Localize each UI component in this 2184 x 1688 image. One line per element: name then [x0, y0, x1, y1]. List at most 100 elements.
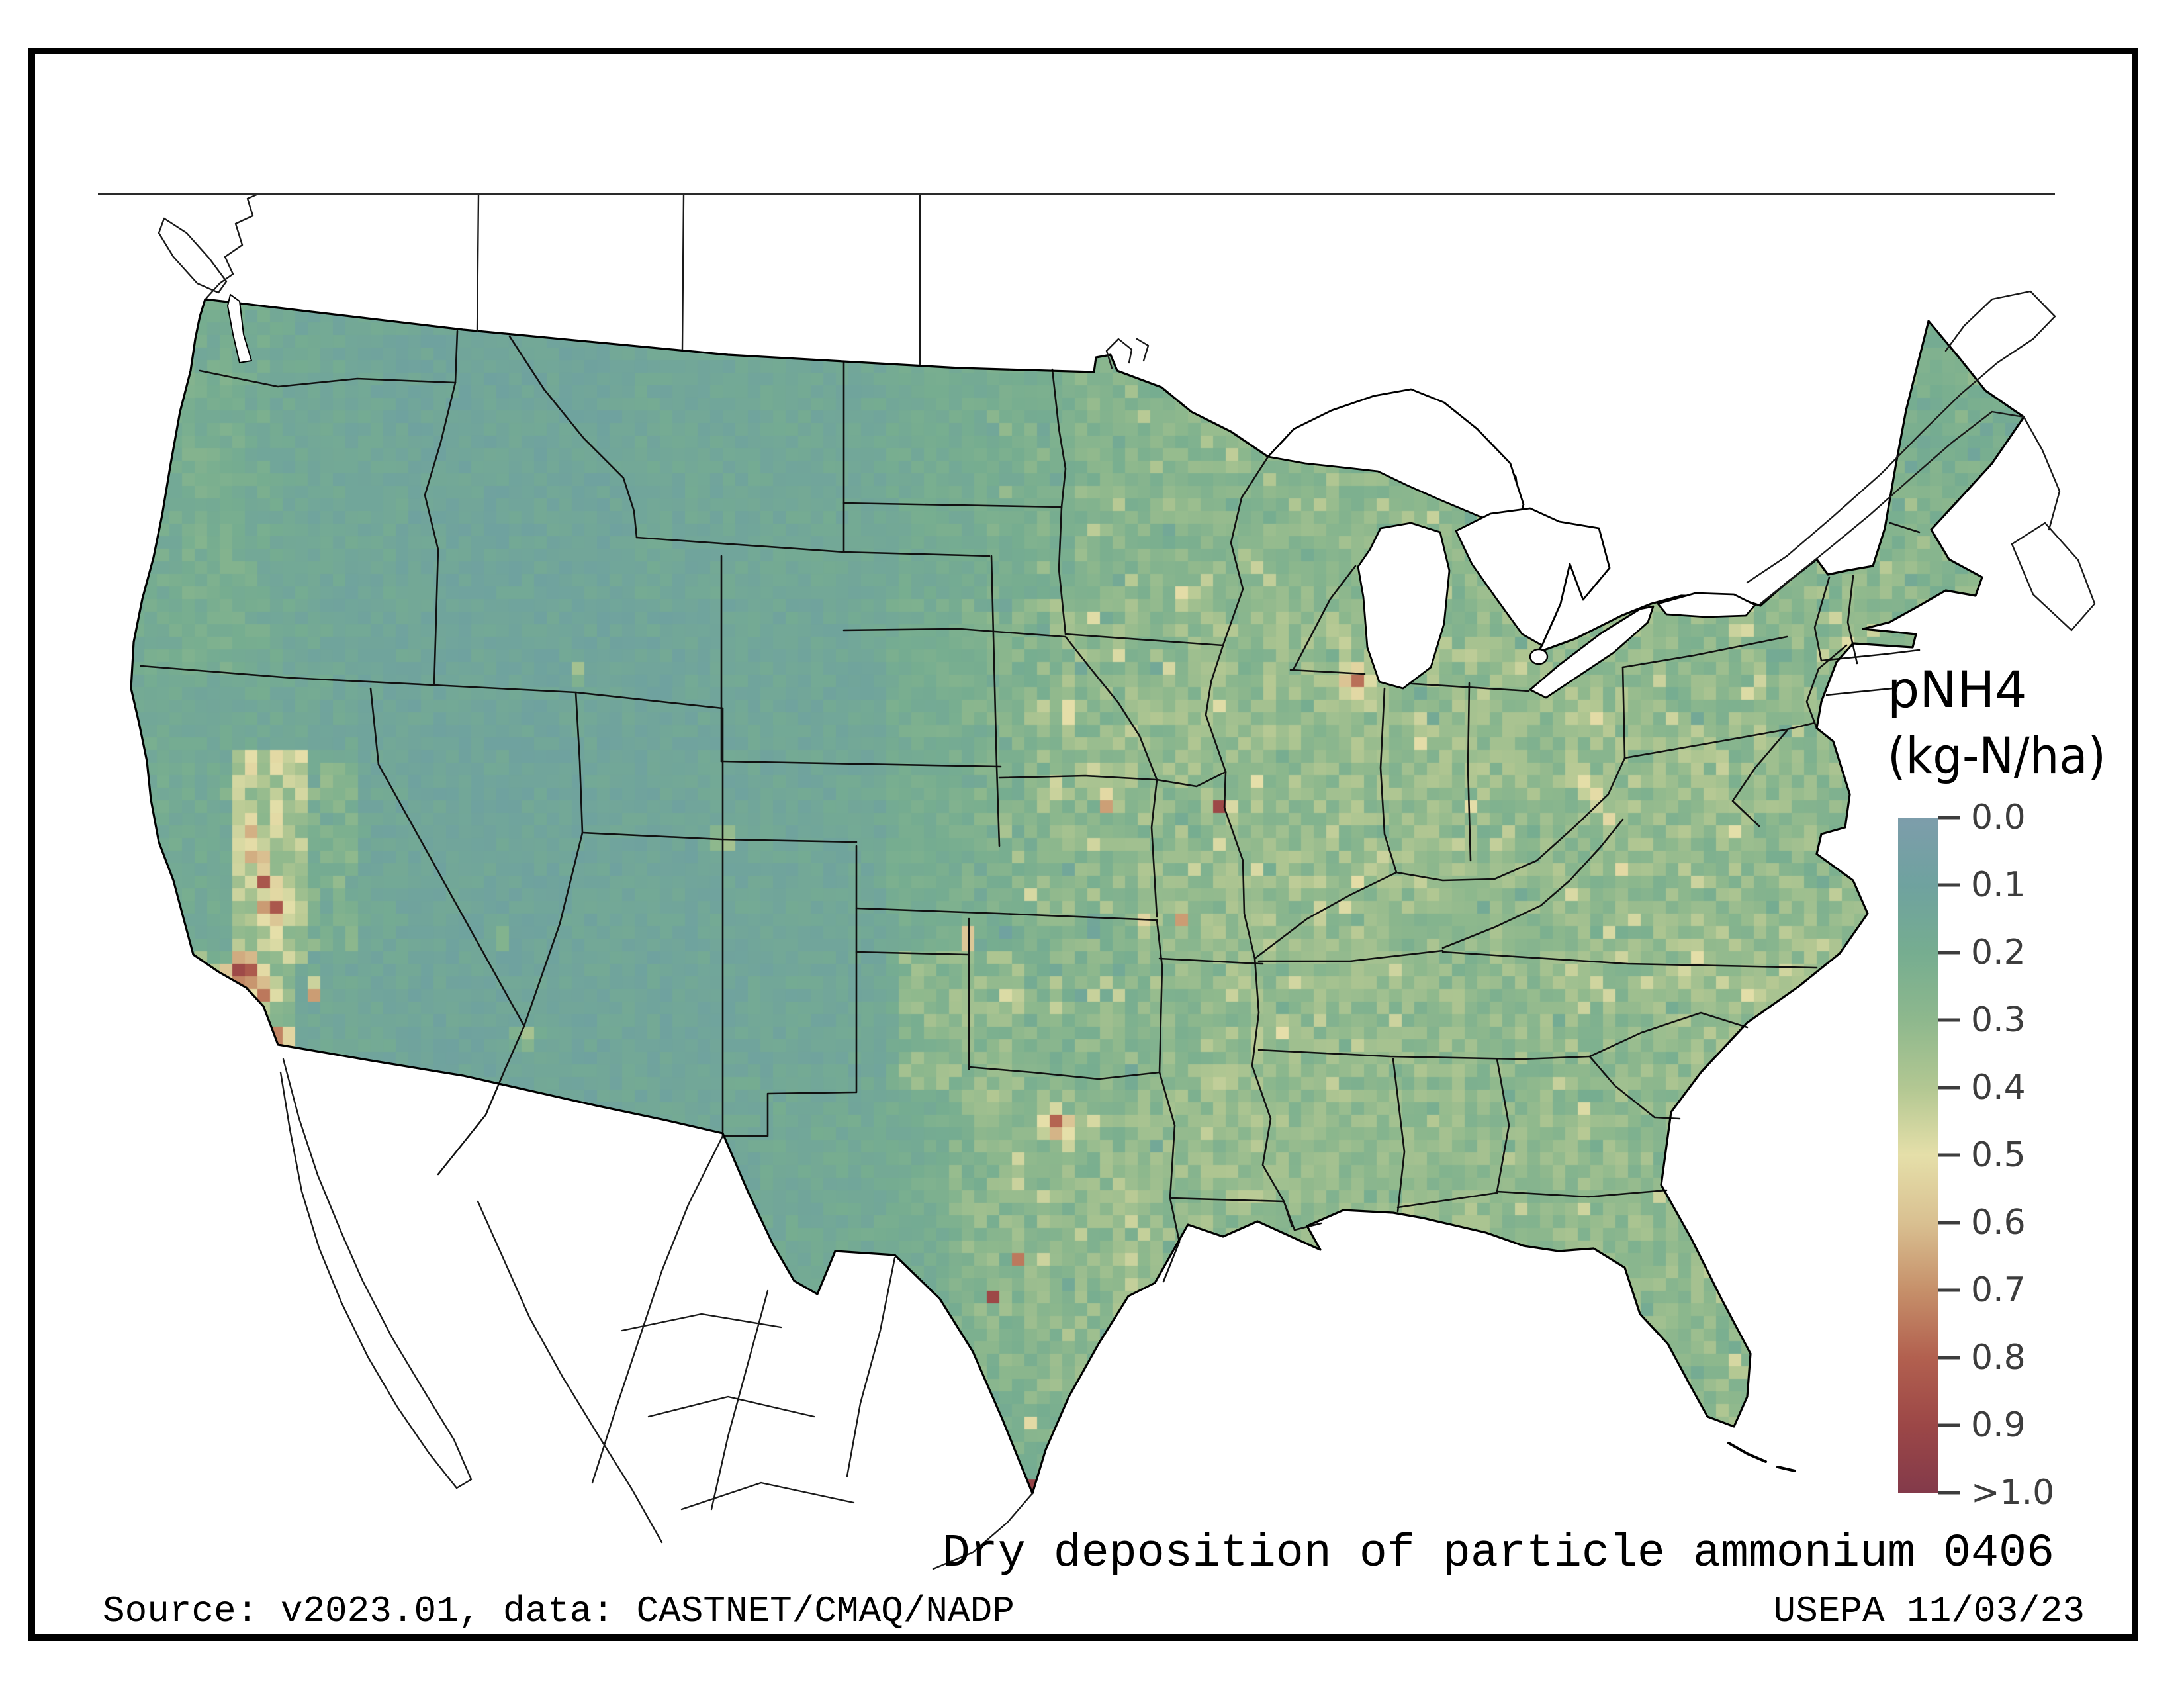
legend-tick-label: 0.1	[1971, 865, 2026, 905]
legend-tick-label: 0.0	[1971, 798, 2026, 837]
legend-tick-label: 0.4	[1971, 1068, 2026, 1107]
state-border-line	[1150, 778, 1158, 918]
state-border-line	[1156, 919, 1163, 1074]
legend-tick-label: >1.0	[1971, 1473, 2054, 1513]
state-border-line	[377, 763, 525, 1027]
mexico-boundary-line	[710, 1289, 769, 1511]
state-border-line	[1158, 1071, 1176, 1199]
legend-colorbar	[1898, 818, 1938, 1493]
us-outline	[130, 298, 2025, 1495]
state-border-line	[581, 831, 858, 843]
state-border-line	[424, 381, 457, 686]
state-border-line	[842, 628, 1067, 638]
mexico-boundary-line	[477, 1200, 663, 1544]
florida-keys	[1727, 1442, 1796, 1472]
mexico-boundary-line	[591, 1135, 724, 1484]
great-lakes	[1267, 388, 1756, 699]
state-border-line	[1813, 576, 1831, 662]
state-border-line	[1379, 687, 1398, 874]
canada-boundary-line	[2011, 522, 2096, 632]
state-border-line	[721, 845, 858, 1137]
state-border-line	[1621, 666, 1626, 759]
state-border-line	[1169, 1197, 1285, 1203]
legend-tick-label: 0.3	[1971, 1000, 2026, 1040]
canada-boundary-line	[1759, 410, 2025, 605]
great-lake-shape	[1267, 388, 1525, 527]
legend-title-line1: pNH4	[1888, 660, 2027, 719]
state-border-line	[1392, 1058, 1406, 1213]
state-border-line	[523, 831, 584, 1027]
state-border-line	[1805, 644, 1848, 729]
state-border-line	[1064, 635, 1158, 781]
puget-sound-inlet	[226, 293, 253, 364]
state-border-line	[1222, 455, 1269, 647]
state-border-line	[1467, 682, 1472, 862]
state-border-line	[720, 760, 1002, 768]
canada-boundary-line	[205, 193, 259, 299]
state-border-line	[990, 555, 998, 768]
state-border-line	[1051, 368, 1067, 508]
state-border-line	[1156, 771, 1227, 788]
state-border-line	[508, 335, 638, 539]
canada-boundary-line	[158, 217, 228, 294]
canada-boundary-line	[1136, 338, 1150, 362]
legend: pNH4 (kg-N/ha) 0.00.10.20.30.40.50.60.70…	[1888, 660, 2106, 1513]
canada-boundary-line	[1944, 290, 2056, 364]
state-border-line	[1588, 1011, 1749, 1058]
florida-keys-line	[1776, 1466, 1796, 1472]
state-border-line	[1257, 949, 1444, 962]
mexico-boundary-line	[846, 1256, 896, 1477]
source-credit: Source: v2023.01, data: CASTNET/CMAQ/NAD…	[103, 1590, 1015, 1632]
mexico-boundary-line	[279, 1058, 473, 1489]
canada-boundary-line	[1105, 338, 1133, 369]
state-border-line	[1825, 687, 1894, 696]
state-border-line	[1283, 1200, 1322, 1231]
state-border-line	[1846, 575, 1858, 665]
legend-tick-label: 0.2	[1971, 933, 2026, 972]
state-border-line	[199, 369, 457, 388]
state-border-line	[1162, 1197, 1181, 1283]
great-lake-shape	[1455, 507, 1611, 647]
great-lake-shape	[1357, 522, 1451, 690]
state-boundaries	[140, 330, 1921, 1283]
state-border-line	[1496, 1189, 1668, 1198]
great-lake-shape	[1529, 605, 1655, 699]
state-border-line	[998, 774, 1158, 781]
state-border-line	[1441, 951, 1818, 969]
legend-tick-marks	[1938, 816, 1960, 1495]
lake-st-clair	[1529, 648, 1549, 665]
state-border-line	[1396, 1192, 1498, 1209]
state-border-line	[574, 691, 584, 834]
state-border-line	[1253, 757, 1626, 960]
state-border-line	[995, 765, 1001, 847]
state-border-line	[140, 665, 724, 710]
state-border-line	[855, 951, 970, 956]
state-border-line	[1058, 506, 1067, 635]
state-border-line	[635, 536, 991, 557]
mexico-boundary-line	[932, 1492, 1034, 1570]
state-border-line	[1731, 729, 1788, 827]
great-lake-shape	[1657, 592, 1756, 618]
us-coast-border-outline	[130, 298, 2025, 1495]
canada-boundaries	[158, 193, 2096, 632]
state-border-line	[842, 502, 1063, 508]
legend-title-line2: (kg-N/ha)	[1888, 726, 2106, 785]
state-border-line	[1293, 565, 1357, 670]
map-title: Dry deposition of particle ammonium 0406	[942, 1528, 2054, 1580]
mexico-boundary-line	[647, 1395, 815, 1418]
mexico-boundary-line	[680, 1481, 855, 1511]
state-border-line	[1441, 818, 1624, 949]
state-border-line	[1588, 1055, 1681, 1120]
state-border-line	[369, 687, 380, 766]
legend-tick-label: 0.5	[1971, 1135, 2026, 1175]
state-border-line	[1257, 1049, 1591, 1060]
state-border-line	[855, 907, 1158, 921]
state-border-line	[1496, 1058, 1510, 1193]
canada-boundary-line	[476, 194, 480, 332]
state-border-line	[1064, 633, 1224, 647]
legend-tick-label: 0.9	[1971, 1405, 2026, 1445]
mexico-boundary-line	[621, 1313, 782, 1332]
legend-tick-label: 0.7	[1971, 1270, 2026, 1310]
